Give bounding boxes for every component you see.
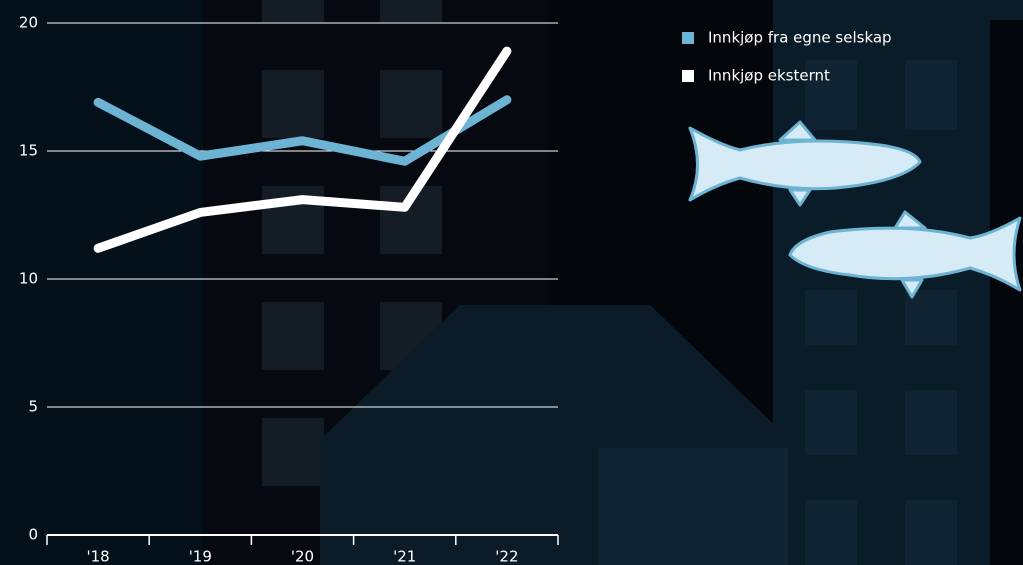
y-tick-label: 15	[19, 142, 38, 160]
y-tick-label: 0	[28, 526, 38, 544]
y-tick-label: 10	[19, 270, 38, 288]
plot-area: 0 5 10 15 20 '18 '19 '20 '21 '22	[19, 14, 559, 565]
y-tick-label: 20	[19, 14, 38, 32]
y-tick-label: 5	[28, 398, 38, 416]
x-tick-label: '19	[189, 548, 212, 565]
x-tick-label: '22	[495, 548, 518, 565]
data-line	[93, 46, 512, 253]
x-tick-label: '21	[393, 548, 416, 565]
legend-label: Innkjøp eksternt	[708, 67, 830, 85]
legend-swatch	[682, 70, 694, 82]
x-tick-label: '18	[86, 548, 109, 565]
x-tick-label: '20	[291, 548, 314, 565]
data-line	[93, 95, 512, 166]
legend-label: Innkjøp fra egne selskap	[708, 29, 892, 47]
salmon-illustration	[688, 120, 1022, 299]
legend-swatch	[682, 32, 694, 44]
